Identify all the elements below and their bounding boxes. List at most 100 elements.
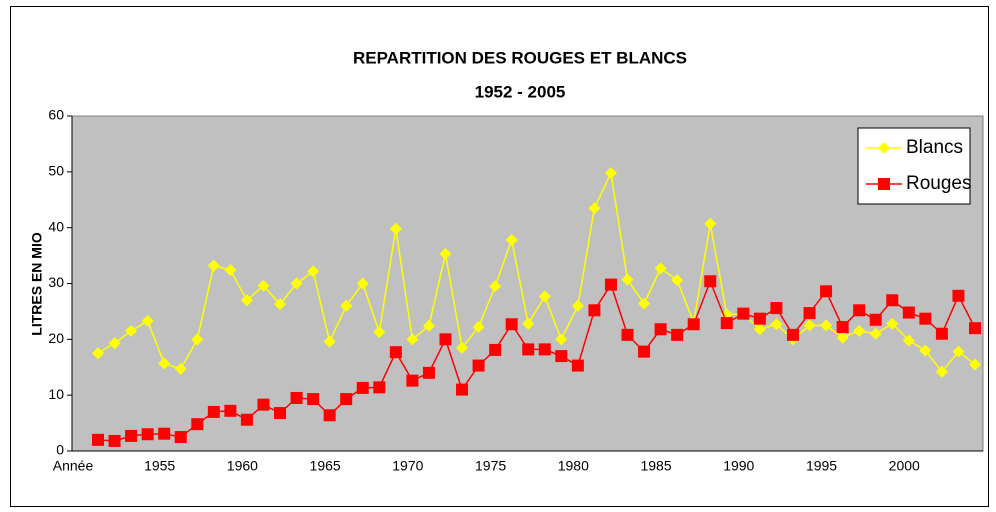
data-point [820, 285, 833, 298]
data-point [505, 233, 518, 246]
legend-symbol [878, 178, 890, 190]
data-point [935, 327, 948, 340]
data-point [174, 362, 187, 375]
data-point [902, 306, 915, 319]
data-point [687, 318, 700, 331]
data-point [307, 393, 320, 406]
data-point [853, 324, 866, 337]
data-point [952, 289, 965, 302]
data-point [191, 418, 204, 431]
x-tick-label: 2000 [889, 458, 920, 474]
data-point [158, 427, 171, 440]
y-tick-label: 40 [48, 218, 64, 234]
x-tick-label: 1995 [806, 458, 837, 474]
data-point [257, 279, 270, 292]
data-point [439, 247, 452, 260]
data-point [522, 343, 535, 356]
y-tick-label: 60 [48, 107, 64, 123]
data-point [489, 280, 502, 293]
data-point [224, 264, 237, 277]
data-point [952, 345, 965, 358]
data-point [522, 317, 535, 330]
y-tick-label: 10 [48, 386, 64, 402]
data-point [307, 265, 320, 278]
legend-marker [878, 142, 890, 154]
data-point [439, 333, 452, 346]
data-point [224, 404, 237, 417]
data-point [356, 381, 369, 394]
data-point [92, 347, 104, 360]
data-point [969, 322, 981, 335]
data-point [737, 307, 750, 320]
x-tick-label: 1960 [227, 458, 258, 474]
legend-box [857, 127, 971, 205]
data-point [836, 321, 849, 334]
data-point [373, 381, 386, 394]
data-point [654, 323, 667, 336]
data-point [604, 166, 617, 179]
plot-area [71, 115, 984, 452]
data-point [174, 431, 187, 444]
data-point [274, 407, 287, 420]
data-point [919, 344, 932, 357]
y-tick-label: 50 [48, 163, 64, 179]
x-tick-label: 1980 [558, 458, 589, 474]
y-axis-label: LITRES EN MIO [29, 232, 45, 336]
data-point [638, 297, 651, 310]
y-tick-label: 20 [48, 330, 64, 346]
data-point [571, 299, 584, 312]
x-tick-label: 1990 [723, 458, 754, 474]
data-point [108, 434, 121, 447]
data-point [456, 341, 469, 354]
data-point [191, 333, 204, 346]
data-point [290, 277, 303, 290]
data-point [753, 312, 766, 325]
x-tick-label: 1985 [640, 458, 671, 474]
data-point [108, 337, 121, 350]
legend-marker [878, 178, 890, 190]
data-point [671, 328, 684, 341]
data-point [489, 343, 502, 356]
data-point [604, 278, 617, 291]
data-point [323, 409, 336, 422]
data-point [538, 343, 551, 356]
data-point [323, 335, 336, 348]
data-point [886, 294, 899, 307]
data-point [555, 350, 568, 363]
data-point [886, 317, 899, 330]
legend-label: Blancs [906, 137, 963, 158]
data-point [869, 327, 882, 340]
legend-symbol [878, 142, 890, 154]
data-point [555, 333, 568, 346]
data-point [456, 383, 469, 396]
data-point [969, 358, 981, 371]
data-point [340, 299, 353, 312]
data-point [803, 307, 816, 320]
data-point [770, 302, 783, 315]
data-point [869, 313, 882, 326]
data-point [422, 319, 435, 332]
y-tick-label: 0 [56, 442, 64, 458]
data-point [902, 334, 915, 347]
data-point [786, 328, 799, 341]
data-point [125, 324, 138, 337]
legend-label: Rouges [906, 173, 972, 194]
data-point [274, 298, 287, 311]
data-point [704, 275, 717, 288]
data-point [389, 222, 402, 235]
data-point [571, 359, 584, 372]
data-point [406, 333, 419, 346]
x-tick-label: Année [53, 458, 94, 474]
data-point [422, 366, 435, 379]
data-point [290, 391, 303, 404]
data-point [919, 312, 932, 325]
x-tick-label: 1965 [310, 458, 341, 474]
data-point [240, 294, 253, 307]
data-point [472, 321, 485, 334]
data-point [538, 290, 551, 303]
data-point [340, 393, 353, 406]
data-point [671, 274, 684, 287]
data-point [588, 304, 601, 317]
data-point [207, 259, 220, 272]
